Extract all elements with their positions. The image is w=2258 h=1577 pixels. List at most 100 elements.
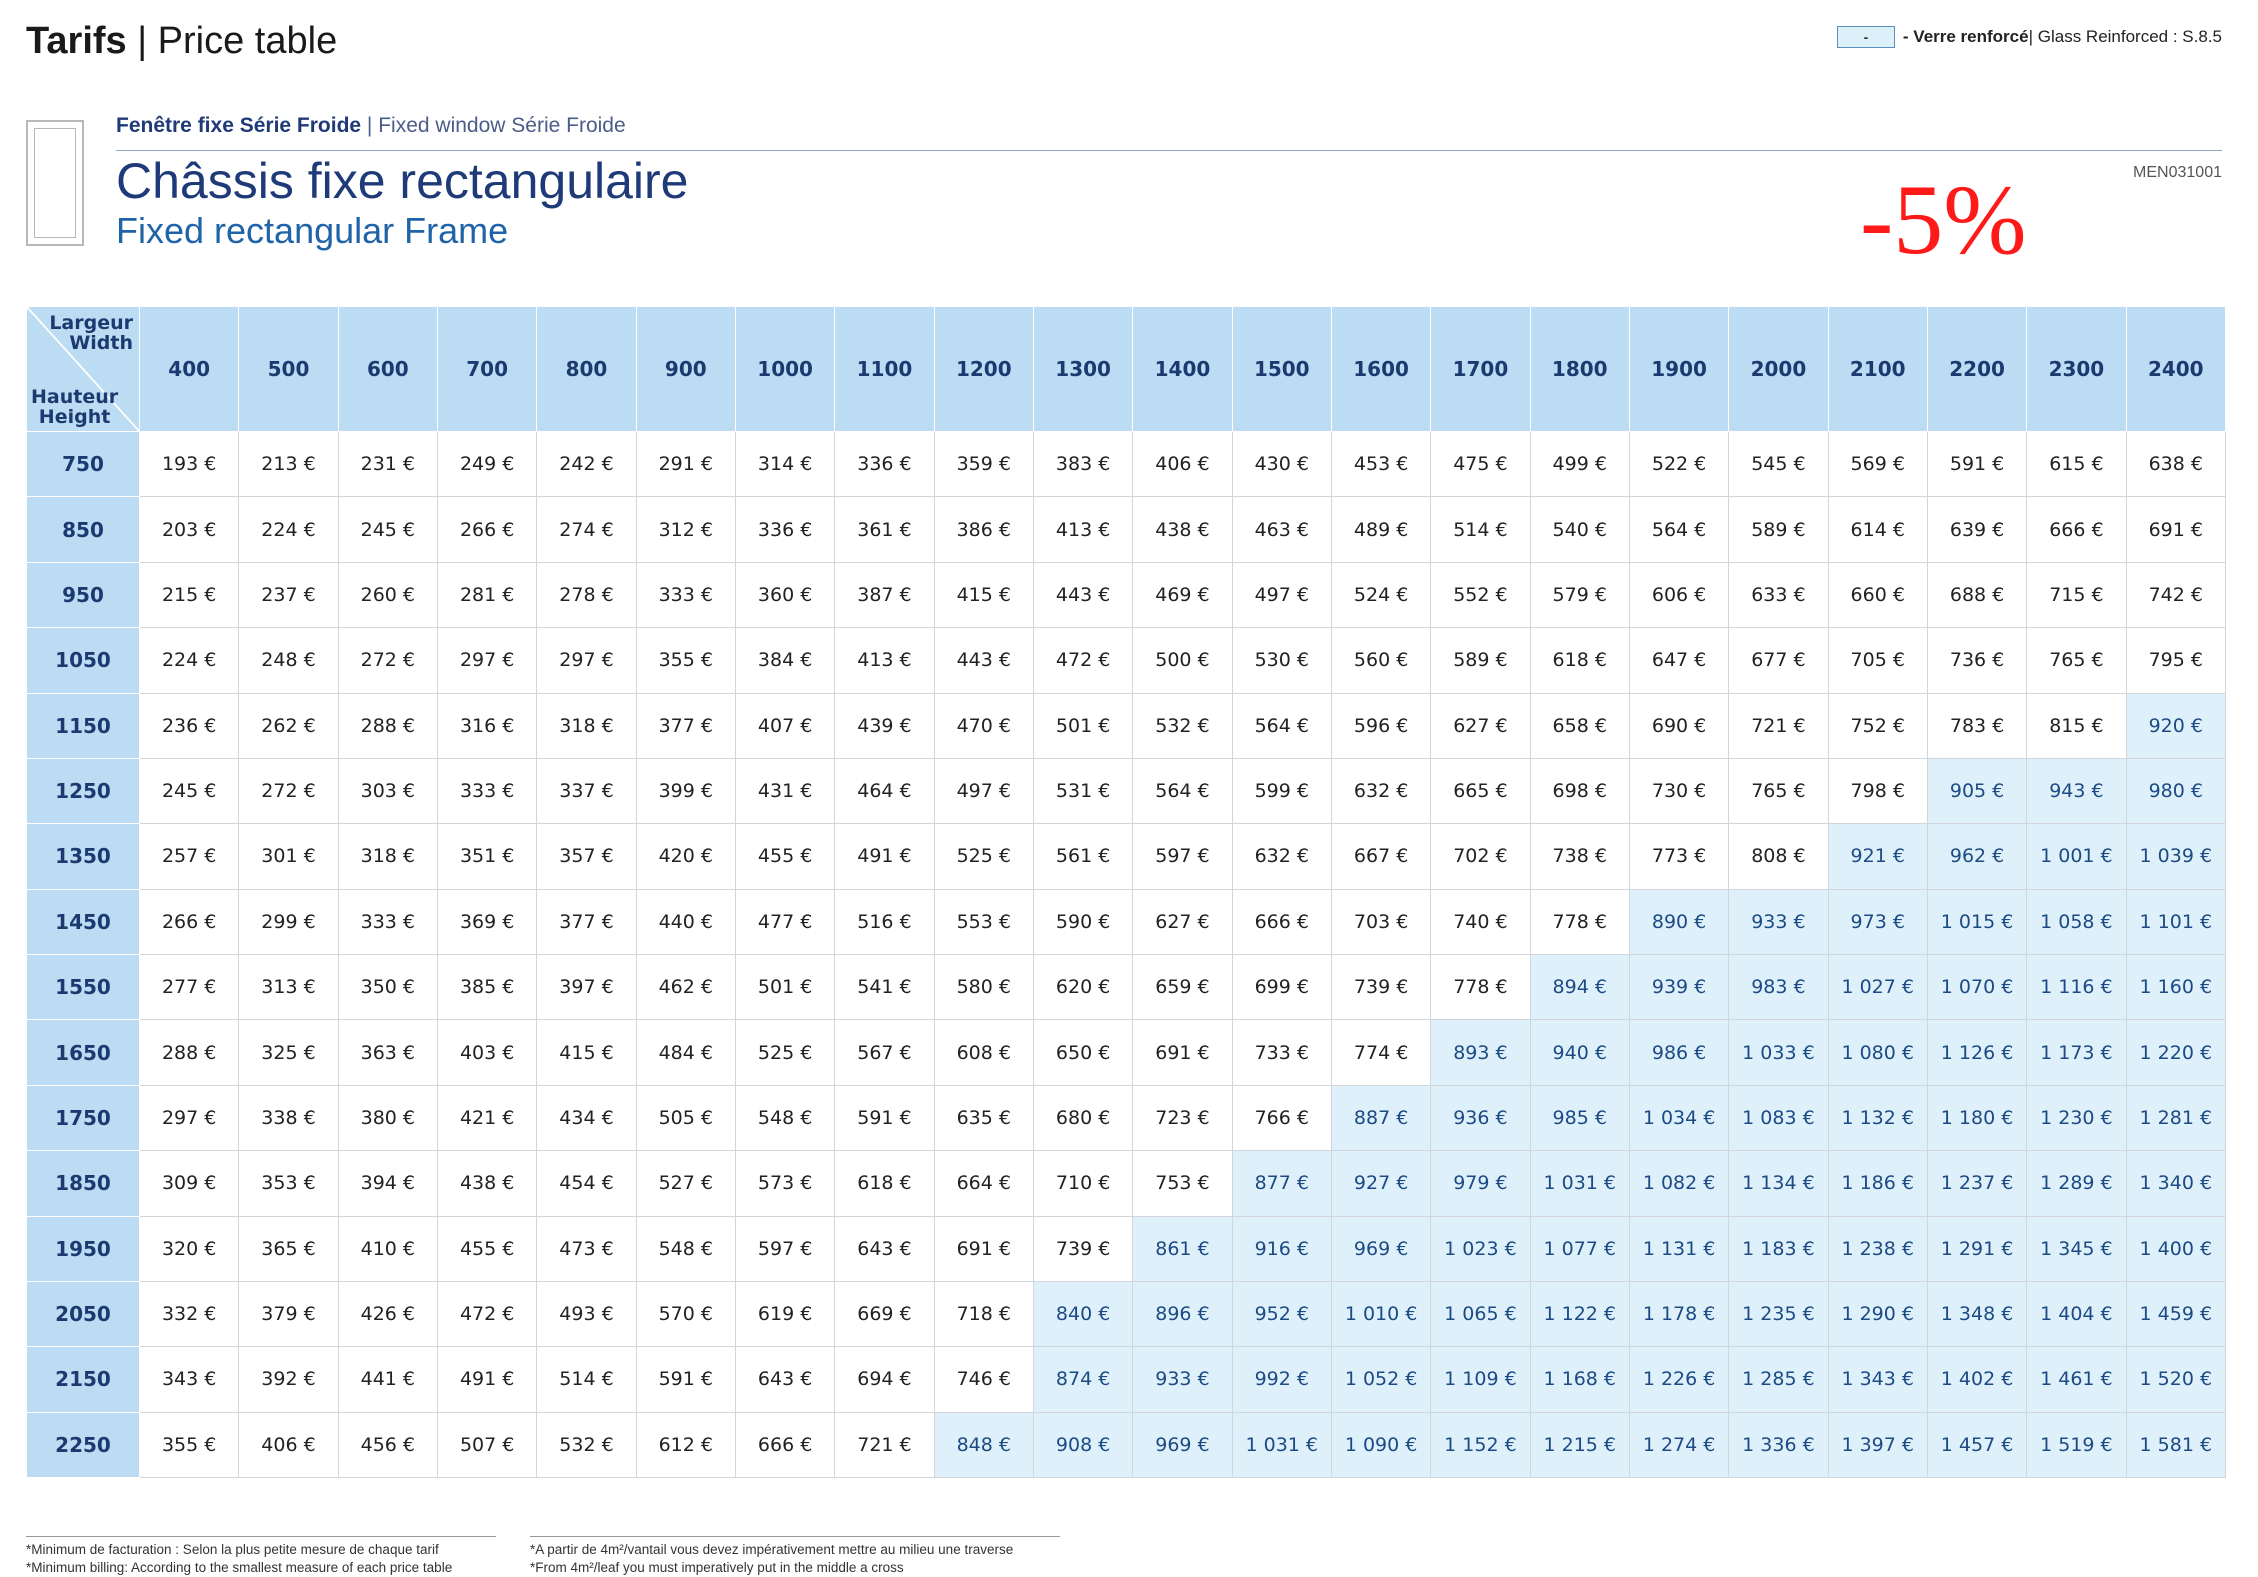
price-cell: 413 € [834,627,935,694]
price-cell: 691 € [1132,1019,1233,1086]
reference-code: MEN031001 [2133,164,2222,181]
width-header-cell: 2200 [1926,306,2028,432]
price-cell: 351 € [436,823,538,890]
price-cell: 597 € [734,1215,836,1282]
price-cell: 638 € [2125,430,2227,498]
price-cell: 580 € [933,953,1034,1021]
price-cell: 501 € [1032,692,1134,759]
price-cell: 666 € [734,1411,836,1479]
price-cell: 618 € [834,1150,935,1217]
width-header-cell: 400 [138,306,240,432]
price-cell: 532 € [536,1411,637,1479]
price-cell: 262 € [238,692,339,759]
price-cell: 505 € [635,1084,736,1152]
price-cell: 752 € [1827,692,1928,759]
price-cell: 669 € [834,1280,935,1348]
price-cell: 627 € [1430,692,1531,759]
price-cell: 943 € [2026,757,2127,825]
price-cell: 514 € [1430,496,1531,563]
title-separator: | [126,20,158,62]
price-cell: 440 € [635,888,736,956]
price-cell: 1 126 € [1926,1019,2028,1086]
width-header-cell: 1600 [1330,306,1432,432]
price-cell: 357 € [536,823,637,890]
width-header-cell: 1900 [1628,306,1730,432]
price-cell: 312 € [635,496,736,563]
price-cell: 739 € [1032,1215,1134,1282]
discount-badge: -5% [1860,164,2027,275]
price-cell: 277 € [138,953,240,1021]
price-cell: 413 € [1032,496,1134,563]
price-cell: 1 160 € [2125,953,2227,1021]
price-table: Largeur Width Hauteur Height 400 500 600 700 8… [26,306,2227,1479]
price-cell: 1 101 € [2125,888,2227,956]
price-cell: 1 520 € [2125,1346,2227,1413]
price-cell: 386 € [933,496,1034,563]
product-title-fr: Châssis fixe rectangulaire [116,153,689,209]
price-cell: 992 € [1231,1346,1332,1413]
price-cell: 297 € [536,627,637,694]
price-cell: 472 € [1032,627,1134,694]
legend-text-light: | Glass Reinforced : S.8.5 [2028,27,2222,46]
price-cell: 983 € [1728,953,1829,1021]
price-cell: 1 291 € [1926,1215,2028,1282]
height-header-cell: 1350 [26,823,140,890]
price-cell: 660 € [1827,561,1928,629]
price-cell: 590 € [1032,888,1134,956]
price-cell: 1 285 € [1728,1346,1829,1413]
price-cell: 753 € [1132,1150,1233,1217]
price-cell: 710 € [1032,1150,1134,1217]
price-cell: 410 € [337,1215,438,1282]
price-cell: 406 € [238,1411,339,1479]
height-header-cell: 1050 [26,627,140,694]
price-cell: 694 € [834,1346,935,1413]
price-cell: 615 € [2026,430,2127,498]
price-cell: 336 € [834,430,935,498]
price-cell: 1 180 € [1926,1084,2028,1152]
table-row: 1450 266 €299 €333 €369 €377 €440 €477 €5… [26,888,2227,956]
price-cell: 242 € [536,430,637,498]
price-cell: 632 € [1330,757,1432,825]
price-cell: 353 € [238,1150,339,1217]
price-cell: 698 € [1529,757,1630,825]
price-cell: 721 € [834,1411,935,1479]
price-cell: 688 € [1926,561,2028,629]
footnote-left-en: *Minimum billing: According to the small… [26,1560,453,1575]
price-cell: 746 € [933,1346,1034,1413]
price-cell: 691 € [2125,496,2227,563]
price-cell: 318 € [536,692,637,759]
price-cell: 274 € [536,496,637,563]
price-cell: 1 131 € [1628,1215,1730,1282]
price-cell: 491 € [834,823,935,890]
price-cell: 231 € [337,430,438,498]
price-cell: 248 € [238,627,339,694]
price-cell: 355 € [635,627,736,694]
price-cell: 369 € [436,888,538,956]
price-cell: 343 € [138,1346,240,1413]
price-cell: 1 238 € [1827,1215,1928,1282]
price-cell: 421 € [436,1084,538,1152]
width-header-row: Largeur Width Hauteur Height 400 500 600 700 8… [26,306,2227,432]
height-header-cell: 1650 [26,1019,140,1086]
width-header-cell: 1300 [1032,306,1134,432]
price-cell: 564 € [1132,757,1233,825]
price-cell: 266 € [436,496,538,563]
height-header-cell: 1850 [26,1150,140,1217]
price-cell: 667 € [1330,823,1432,890]
price-cell: 690 € [1628,692,1730,759]
price-cell: 224 € [138,627,240,694]
price-cell: 203 € [138,496,240,563]
price-cell: 1 404 € [2026,1280,2127,1348]
price-cell: 658 € [1529,692,1630,759]
price-cell: 848 € [933,1411,1034,1479]
price-cell: 215 € [138,561,240,629]
price-cell: 738 € [1529,823,1630,890]
price-cell: 1 402 € [1926,1346,2028,1413]
price-cell: 969 € [1132,1411,1233,1479]
price-cell: 530 € [1231,627,1332,694]
price-cell: 507 € [436,1411,538,1479]
price-cell: 313 € [238,953,339,1021]
footnote-crossbar: *A partir de 4m²/vantail vous devez impé… [530,1536,1060,1577]
height-header-cell: 1250 [26,757,140,825]
price-cell: 522 € [1628,430,1730,498]
